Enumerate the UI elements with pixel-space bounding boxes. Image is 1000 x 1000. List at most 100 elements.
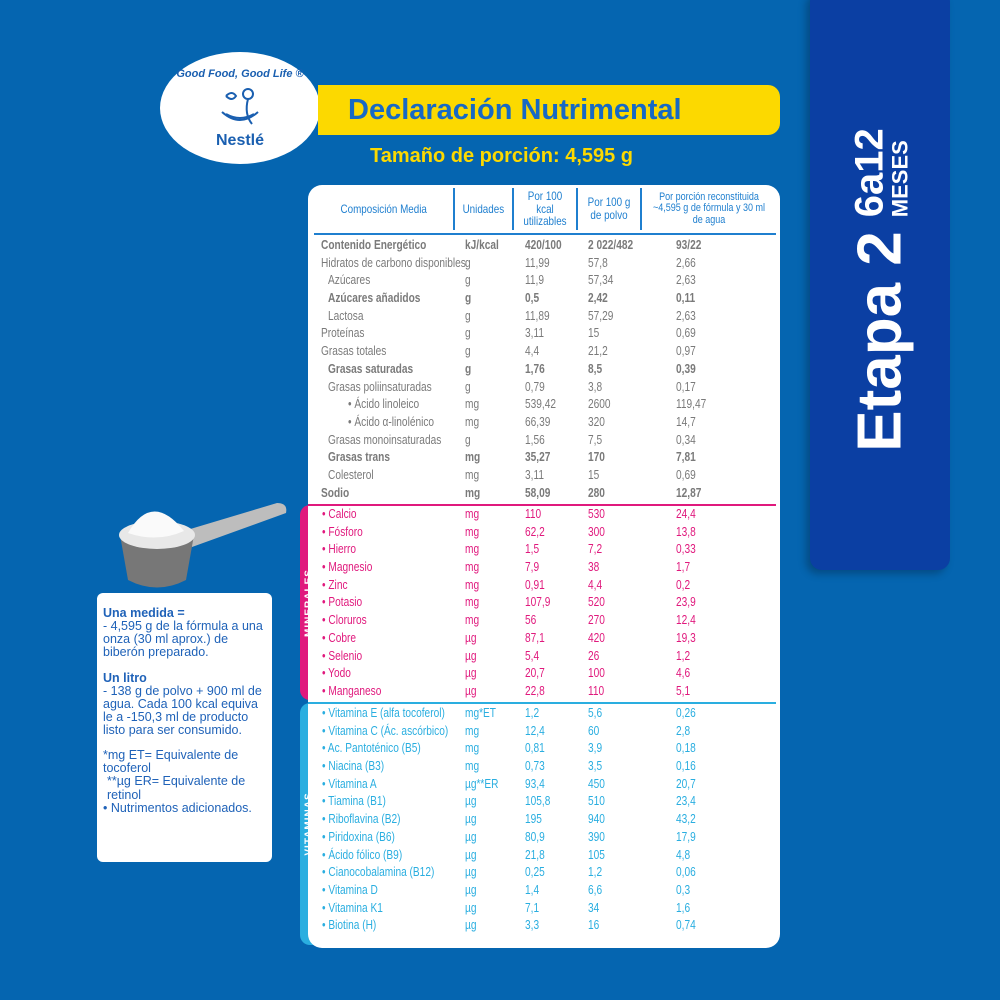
per-100g: 300 [588,523,605,539]
nutrients-row: • Ácido linoleico mg 539,42 2600 119,47 [308,395,780,413]
nutrient-name: • Vitamina E (alfa tocoferol) [322,705,445,720]
per-portion: 0,69 [676,325,696,341]
per-100kcal: 3,11 [525,466,544,482]
per-portion: 1,2 [676,647,691,663]
nutrient-name: • Biotina (H) [322,917,377,933]
liter-text: - 138 g de polvo + 900 ml de agua. Cada … [103,683,262,737]
nutrients-row: Grasas saturadas g 1,76 8,5 0,39 [308,360,780,378]
stage-panel: Etapa 2 6a12 MESES [810,0,950,570]
per-100g: 16 [588,917,600,933]
per-100g: 7,2 [588,541,603,557]
per-portion: 1,6 [676,899,691,915]
unit: µg [465,864,477,880]
per-100kcal: 66,39 [525,413,551,429]
nestle-logo: Good Food, Good Life ® Nestlé [160,52,320,164]
vitamins-row: • Vitamina A µg**ER 93,4 450 20,7 [308,775,780,793]
per-100g: 530 [588,506,605,521]
unit: µg [465,811,477,827]
per-100kcal: 12,4 [525,722,545,738]
unit: µg [465,917,477,933]
per-100kcal: 87,1 [525,629,545,645]
unit: mg [465,612,480,628]
unit: mg [465,740,480,756]
per-100g: 420 [588,629,605,645]
per-portion: 23,4 [676,793,696,809]
per-100kcal: 107,9 [525,594,551,610]
per-100kcal: 11,99 [525,254,550,270]
per-100g: 21,2 [588,343,608,359]
per-100g: 100 [588,665,605,681]
unit: g [465,360,472,376]
per-portion: 0,06 [676,864,696,880]
note-added: • Nutrimentos adicionados. [103,800,252,815]
per-100kcal: 0,5 [525,290,540,306]
nutrients-row: Lactosa g 11,89 57,29 2,63 [308,307,780,325]
per-100g: 940 [588,811,605,827]
unit: µg [465,899,477,915]
nutrient-name: • Cianocobalamina (B12) [322,864,435,880]
stage-age: 6a12 [847,128,891,218]
note-er: **µg ER= Equivalente de retinol [107,774,246,802]
vitamins-row: • Niacina (B3) mg 0,73 3,5 0,16 [308,757,780,775]
vitamins-row: • Piridoxina (B6) µg 80,9 390 17,9 [308,828,780,846]
nutrients-row: Azúcares añadidos g 0,5 2,42 0,11 [308,289,780,307]
unit: µg [465,828,477,844]
info-box: Una medida = - 4,595 g de la fórmula a un… [97,593,272,862]
logo-slogan: Good Food, Good Life ® [176,68,304,80]
per-100kcal: 1,76 [525,360,545,376]
header-units: Unidades [462,201,504,216]
nutrient-name: • Riboflavina (B2) [322,811,401,827]
nutrient-name: • Ácido linoleico [348,396,420,412]
unit: mg*ET [465,705,496,720]
minerals-row: • Magnesio mg 7,9 38 1,7 [308,558,780,576]
unit: mg [465,484,481,500]
per-100g: 320 [588,413,605,429]
per-100kcal: 0,91 [525,576,545,592]
per-100g: 34 [588,899,600,915]
nutrient-name: Grasas totales [321,343,387,359]
minerals-row: • Hierro mg 1,5 7,2 0,33 [308,540,780,558]
per-100kcal: 1,4 [525,881,540,897]
nutrient-name: Grasas monoinsaturadas [328,431,442,447]
unit: µg [465,793,477,809]
unit: mg [465,506,480,521]
nutrient-name: Hidratos de carbono disponibles [321,254,466,270]
unit: µg [465,647,477,663]
nutrient-name: • Calcio [322,506,357,521]
vitamins-row: • Tiamina (B1) µg 105,8 510 23,4 [308,792,780,810]
vitamins-row: • Vitamina E (alfa tocoferol) mg*ET 1,2 5,6… [308,704,780,722]
per-100g: 390 [588,828,605,844]
per-portion: 0,34 [676,431,696,447]
nutrient-name: • Manganeso [322,682,382,698]
per-100g: 5,6 [588,705,603,720]
per-portion: 2,63 [676,272,696,288]
vitamins-row: • Ácido fólico (B9) µg 21,8 105 4,8 [308,846,780,864]
per-100g: 2,42 [588,290,608,306]
nutrient-name: • Vitamina K1 [322,899,383,915]
per-100kcal: 21,8 [525,846,545,862]
per-100kcal: 56 [525,612,537,628]
nutrient-name: • Piridoxina (B6) [322,828,395,844]
per-100g: 7,5 [588,431,603,447]
per-100g: 280 [588,484,605,500]
scoop-image [119,503,287,588]
per-100kcal: 3,3 [525,917,540,933]
nutrient-name: • Fósforo [322,523,363,539]
per-100kcal: 1,56 [525,431,545,447]
nutrient-name: • Hierro [322,541,356,557]
minerals-row: • Cobre µg 87,1 420 19,3 [308,629,780,647]
nutrients-row: Azúcares g 11,9 57,34 2,63 [308,271,780,289]
nutrient-name: • Zinc [322,576,348,592]
per-100kcal: 11,9 [525,272,544,288]
nutrients-row: Grasas totales g 4,4 21,2 0,97 [308,342,780,360]
unit: mg [465,722,480,738]
nutrients-row: Contenido Energético kJ/kcal 420/100 2 022/… [308,236,780,254]
nutrients-row: Sodio mg 58,09 280 12,87 [308,484,780,502]
per-portion: 12,4 [676,612,696,628]
per-100kcal: 62,2 [525,523,545,539]
per-100g: 4,4 [588,576,603,592]
per-100g: 8,5 [588,360,603,376]
unit: µg [465,846,477,862]
note-et: *mg ET= Equivalente de tocoferol [103,748,239,776]
per-100g: 26 [588,647,600,663]
